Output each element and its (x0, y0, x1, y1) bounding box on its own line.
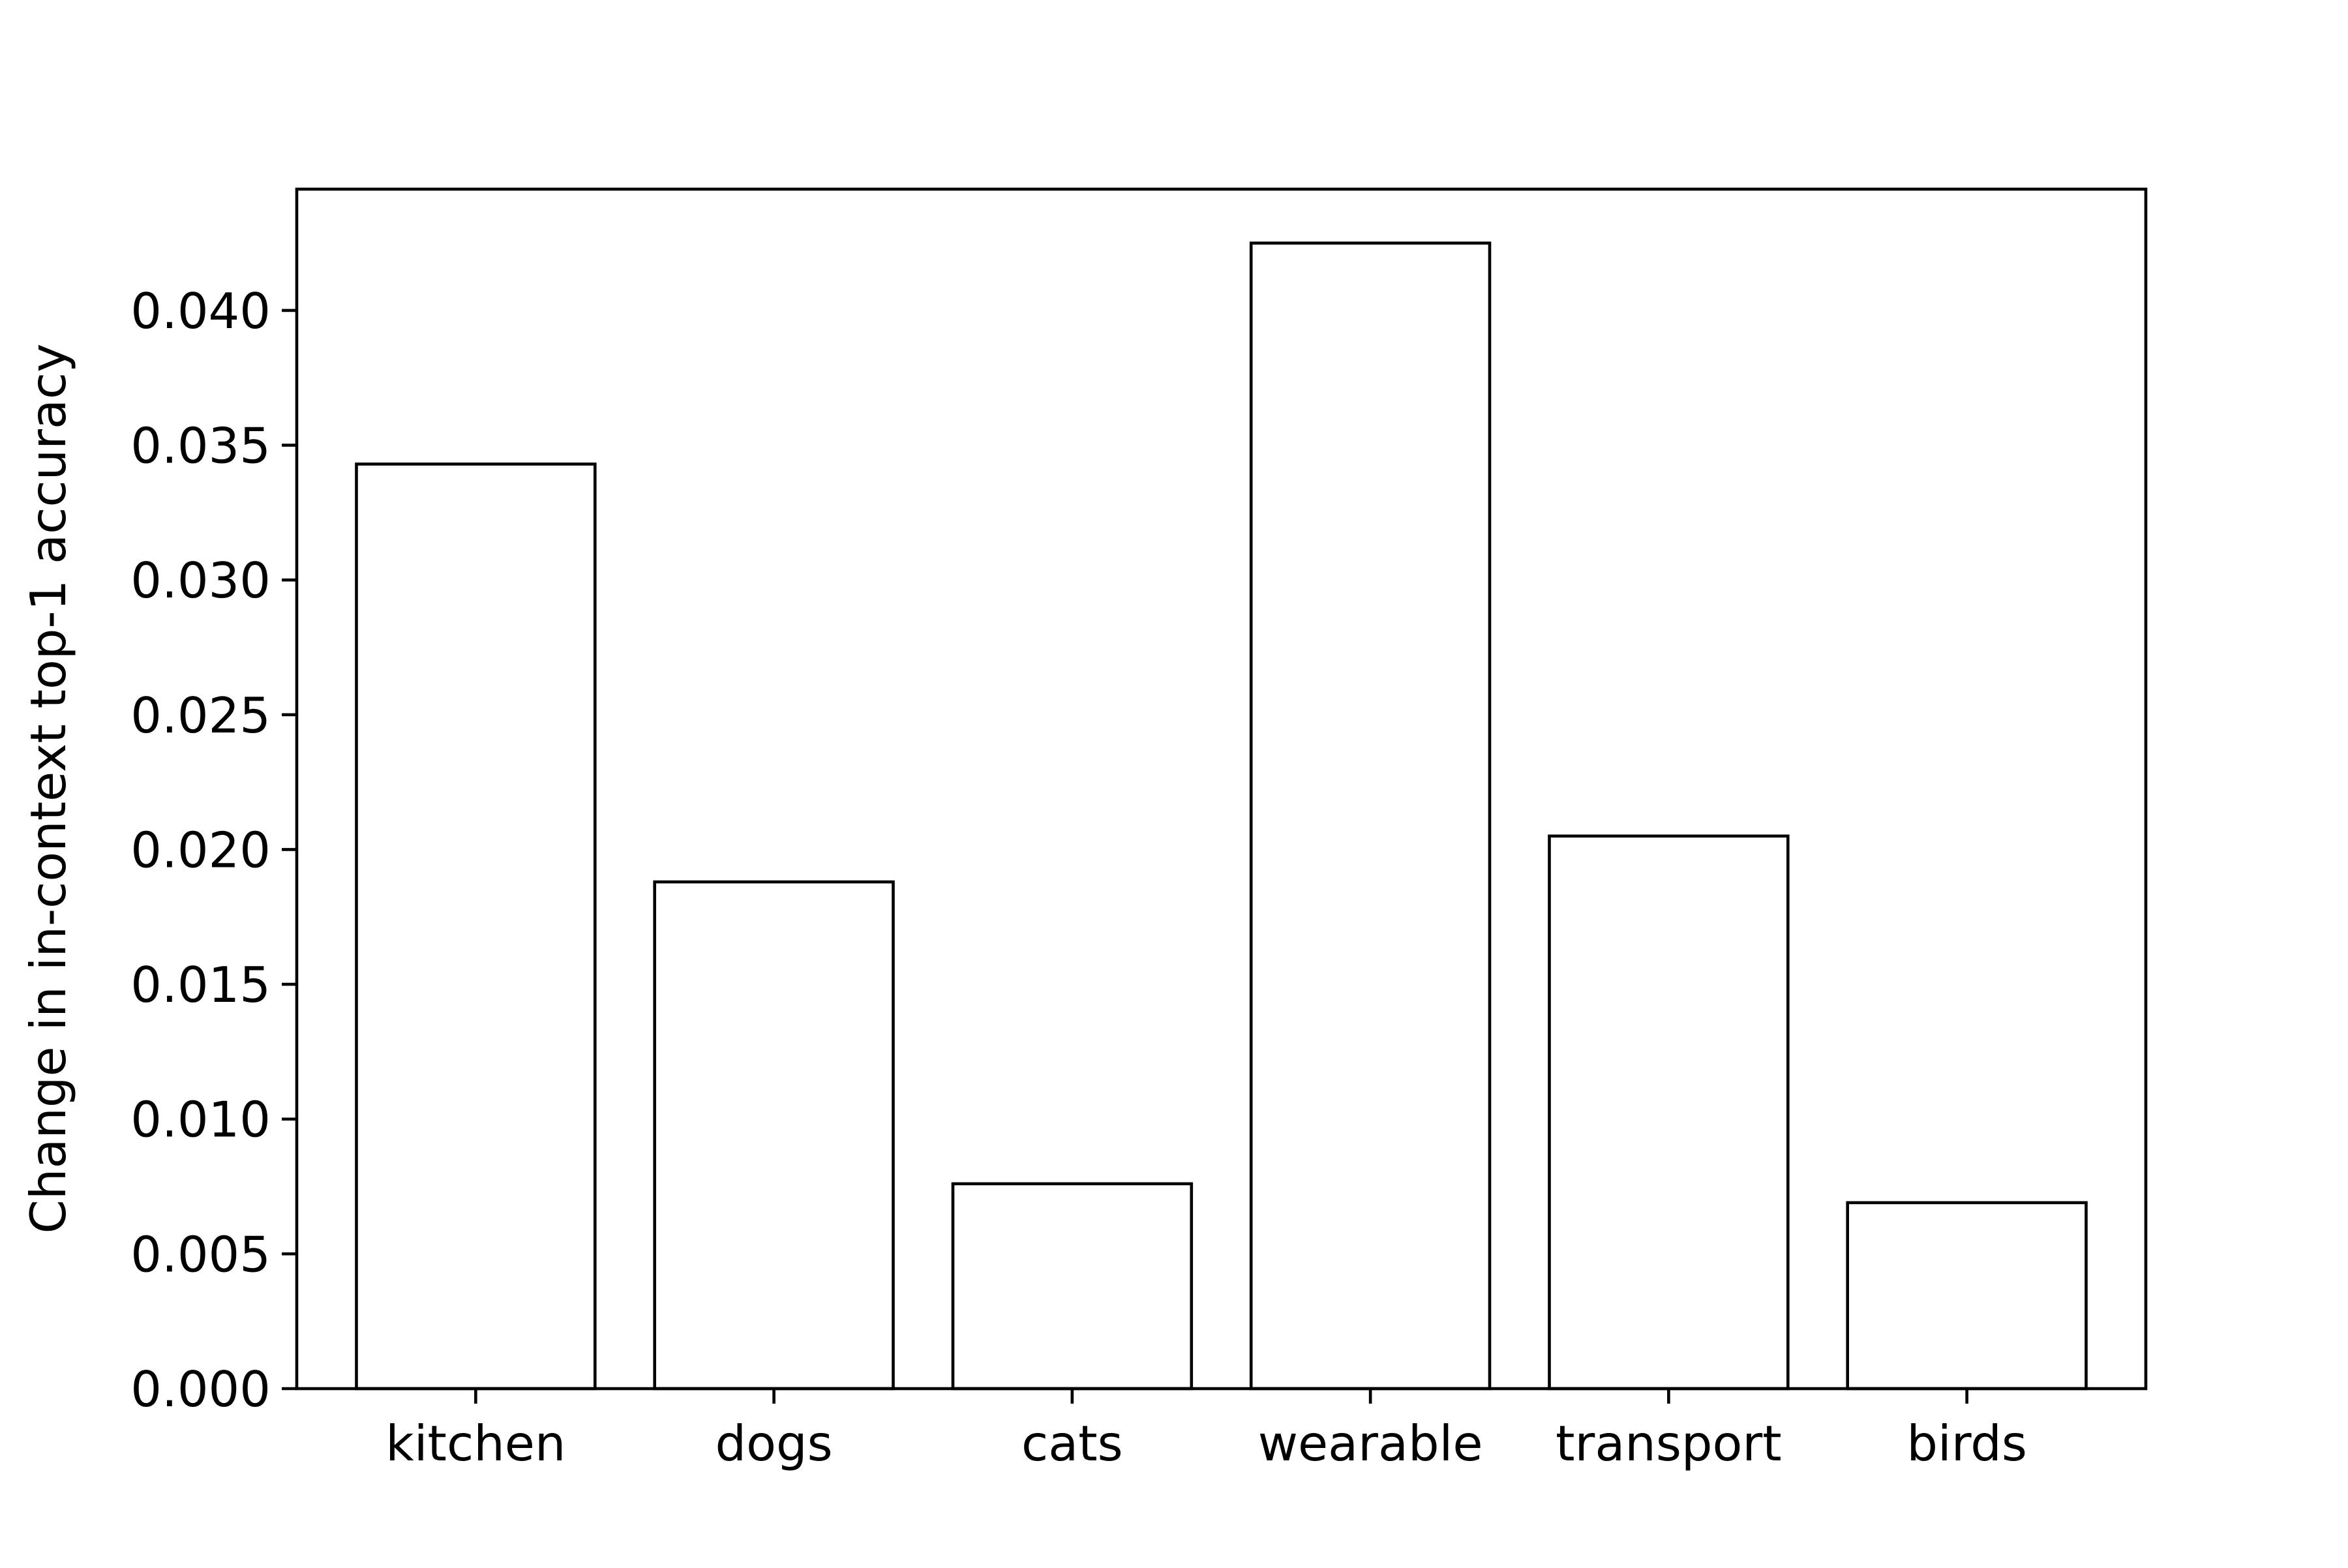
y-axis-ticks: 0.000 0.005 0.010 0.015 0.020 0.025 0.030 0.035… (130, 282, 297, 1418)
x-tick-label: dogs (715, 1415, 833, 1472)
x-tick-label: wearable (1258, 1415, 1483, 1472)
bars-layer (355, 241, 2088, 1391)
y-tick-label: 0.020 (130, 821, 271, 879)
bar-cats (951, 1182, 1194, 1391)
x-axis-ticks: kitchen dogs cats wearable transport birds (385, 1389, 2027, 1472)
y-axis-label: Change in in-context top-1 accuracy (20, 343, 77, 1233)
y-tick-label: 0.030 (130, 552, 271, 609)
y-tick-label: 0.035 (130, 417, 271, 475)
y-tick-label: 0.025 (130, 687, 271, 744)
y-tick-label: 0.010 (130, 1091, 271, 1149)
x-tick-label: birds (1906, 1415, 2027, 1472)
bar-transport (1548, 834, 1790, 1391)
bar-kitchen (355, 462, 597, 1391)
plot-frame (295, 187, 2148, 1391)
x-tick-label: cats (1021, 1415, 1123, 1472)
bar-birds (1846, 1201, 2088, 1391)
x-tick-label: kitchen (385, 1415, 565, 1472)
bar-wearable (1249, 241, 1492, 1391)
y-tick-label: 0.015 (130, 956, 271, 1014)
y-tick-label: 0.000 (130, 1361, 271, 1418)
x-tick-label: transport (1556, 1415, 1782, 1472)
y-tick-label: 0.040 (130, 282, 271, 340)
bar-dogs (653, 880, 895, 1391)
y-tick-label: 0.005 (130, 1226, 271, 1283)
